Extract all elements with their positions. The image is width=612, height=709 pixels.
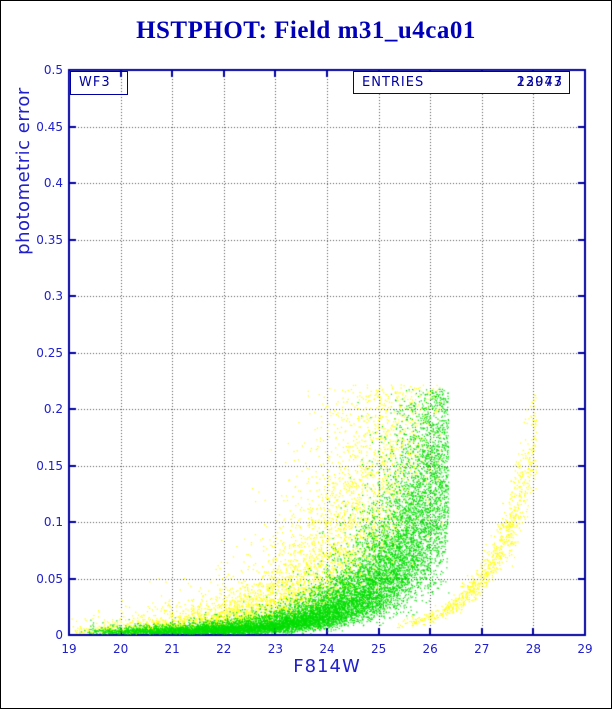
y-tick-label: 0.5 — [43, 63, 63, 77]
y-tick-label: 0 — [55, 628, 63, 642]
y-tick-label: 0.3 — [43, 289, 63, 303]
y-tick-label: 0.1 — [43, 515, 63, 529]
x-axis-label: F814W — [293, 656, 361, 677]
x-tick-label: 26 — [422, 642, 438, 656]
page-title: HSTPHOT: Field m31_u4ca01 — [136, 17, 476, 44]
stats-box: ENTRIES 22043 13977 — [353, 71, 570, 94]
x-tick-label: 29 — [577, 642, 593, 656]
panel-label: WF3 — [79, 75, 111, 90]
y-tick-label: 0.45 — [36, 119, 63, 134]
y-axis-label: photometric error — [13, 87, 34, 255]
y-tick-label: 0.2 — [43, 402, 63, 416]
x-tick-label: 28 — [525, 642, 542, 656]
x-tick-label: 22 — [216, 642, 232, 656]
entries-value-1: 22043 — [516, 75, 563, 90]
y-tick-label: 0.05 — [36, 571, 63, 586]
panel-label-box: WF3 — [70, 71, 128, 95]
x-tick-label: 27 — [474, 642, 490, 656]
entries-value-2: 13977 — [516, 75, 563, 90]
x-tick-label: 24 — [319, 642, 335, 656]
y-tick-label: 0.15 — [36, 458, 63, 473]
x-tick-label: 21 — [164, 642, 180, 656]
y-tick-label: 0.4 — [43, 176, 63, 190]
x-tick-label: 23 — [267, 642, 284, 656]
x-tick-label: 25 — [370, 642, 387, 656]
y-tick-label: 0.25 — [36, 345, 63, 360]
x-tick-label: 20 — [112, 642, 129, 656]
x-tick-label: 19 — [61, 642, 77, 656]
entries-label: ENTRIES — [362, 75, 425, 90]
y-tick-label: 0.35 — [36, 232, 63, 247]
